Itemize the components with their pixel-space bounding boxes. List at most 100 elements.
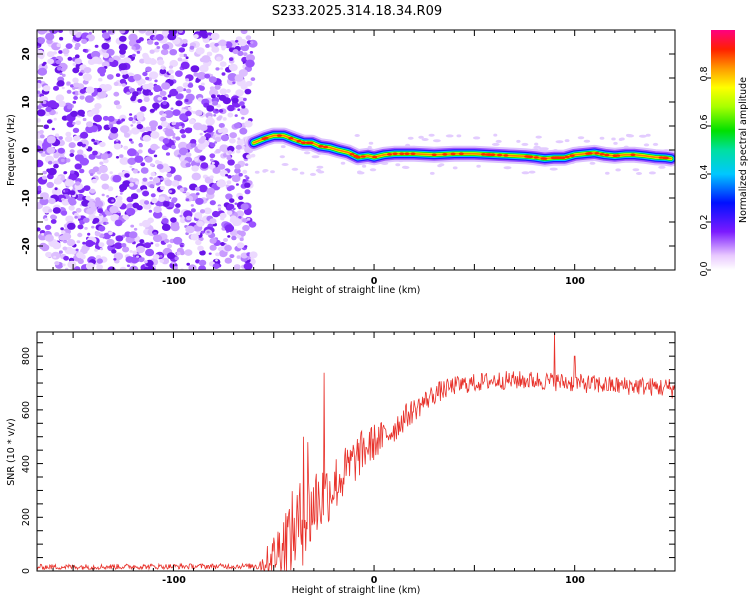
noise-speck [162, 128, 166, 132]
noise-speck [37, 145, 42, 153]
noise-speck [62, 239, 68, 244]
signal-hotspot [410, 152, 416, 156]
noise-speck [66, 89, 72, 94]
noise-speck [244, 208, 252, 216]
noise-speck [236, 234, 242, 239]
noise-speck [103, 158, 109, 164]
noise-speck [77, 258, 84, 264]
noise-speck [170, 217, 177, 223]
noise-speck [184, 98, 189, 103]
noise-speck [131, 94, 137, 100]
noise-speck [55, 94, 65, 102]
noise-speck [169, 88, 179, 97]
noise-speck [96, 87, 102, 93]
noise-speck [195, 47, 205, 55]
noise-speck [107, 115, 115, 122]
noise-speck [150, 171, 156, 177]
noise-speck [93, 114, 102, 123]
noise-speck [42, 170, 47, 175]
noise-speck [242, 179, 247, 182]
noise-speck [62, 48, 70, 55]
noise-speck [429, 171, 435, 175]
noise-speck [149, 163, 154, 167]
noise-speck [59, 235, 66, 241]
signal-hotspot [481, 153, 486, 156]
noise-speck [119, 183, 128, 191]
noise-speck [94, 44, 99, 48]
noise-speck [180, 61, 190, 70]
noise-speck [357, 171, 365, 175]
noise-speck [151, 197, 158, 204]
noise-speck [149, 184, 155, 189]
noise-speck [78, 72, 83, 76]
noise-speck [75, 42, 81, 48]
noise-speck [61, 86, 65, 90]
noise-speck [145, 76, 150, 81]
noise-speck [98, 165, 108, 174]
noise-speck [238, 206, 242, 210]
noise-speck [235, 183, 239, 186]
noise-speck [137, 98, 143, 103]
noise-speck [60, 176, 65, 181]
noise-speck [648, 171, 656, 175]
noise-speck [70, 170, 75, 174]
noise-speck [132, 254, 136, 257]
noise-speck [42, 85, 51, 92]
noise-speck [99, 247, 104, 251]
noise-speck [114, 242, 123, 250]
noise-speck [303, 151, 311, 155]
noise-speck [55, 133, 59, 137]
noise-speck [88, 169, 96, 175]
noise-speck [122, 73, 129, 80]
noise-speck [144, 200, 150, 205]
noise-speck [46, 168, 51, 173]
noise-speck [198, 184, 208, 193]
signal-hotspot [658, 156, 664, 159]
noise-speck [521, 142, 529, 146]
noise-speck [534, 142, 539, 146]
noise-speck [130, 224, 135, 228]
noise-speck [221, 47, 226, 51]
noise-speck [216, 104, 221, 108]
noise-speck [153, 206, 162, 213]
noise-speck [37, 30, 47, 35]
noise-speck [652, 142, 659, 146]
noise-speck [555, 140, 564, 144]
noise-speck [142, 71, 148, 77]
noise-speck [175, 203, 181, 208]
noise-speck [64, 179, 74, 187]
noise-speck [229, 138, 236, 144]
noise-speck [476, 164, 481, 168]
noise-speck [147, 137, 151, 141]
noise-speck [88, 153, 96, 160]
noise-speck [495, 139, 502, 143]
noise-speck [53, 255, 57, 259]
noise-speck [106, 74, 114, 80]
noise-speck [58, 250, 63, 254]
noise-speck [281, 163, 289, 166]
signal-track-layer [245, 127, 675, 167]
noise-speck [216, 179, 226, 188]
noise-speck [599, 136, 605, 140]
spectrogram-x-tick-label: -100 [162, 276, 186, 287]
noise-speck [149, 49, 155, 54]
noise-speck [123, 145, 129, 150]
noise-speck [101, 32, 110, 39]
noise-speck [175, 70, 183, 77]
noise-speck [115, 139, 119, 142]
noise-speck [244, 189, 251, 195]
noise-speck [77, 149, 84, 155]
noise-speck [164, 110, 174, 119]
noise-speck [153, 154, 158, 158]
noise-speck [65, 131, 72, 137]
noise-speck [51, 215, 58, 220]
noise-speck [218, 109, 224, 113]
noise-speck [238, 39, 247, 47]
noise-speck [632, 168, 640, 172]
noise-speck [37, 118, 41, 123]
noise-speck [136, 205, 143, 211]
noise-speck [44, 234, 54, 242]
noise-speck [161, 223, 171, 231]
noise-speck [177, 154, 181, 158]
noise-speck [299, 171, 305, 175]
